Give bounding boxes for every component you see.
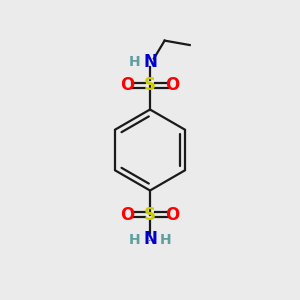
Text: O: O	[120, 76, 135, 94]
Text: H: H	[160, 233, 171, 247]
Text: H: H	[129, 55, 140, 68]
Text: O: O	[165, 206, 180, 224]
Text: O: O	[120, 206, 135, 224]
Text: N: N	[143, 230, 157, 247]
Text: O: O	[165, 76, 180, 94]
Text: S: S	[144, 206, 156, 224]
Text: N: N	[143, 52, 157, 70]
Text: ·: ·	[148, 236, 152, 246]
Text: H: H	[129, 233, 140, 247]
Text: S: S	[144, 76, 156, 94]
